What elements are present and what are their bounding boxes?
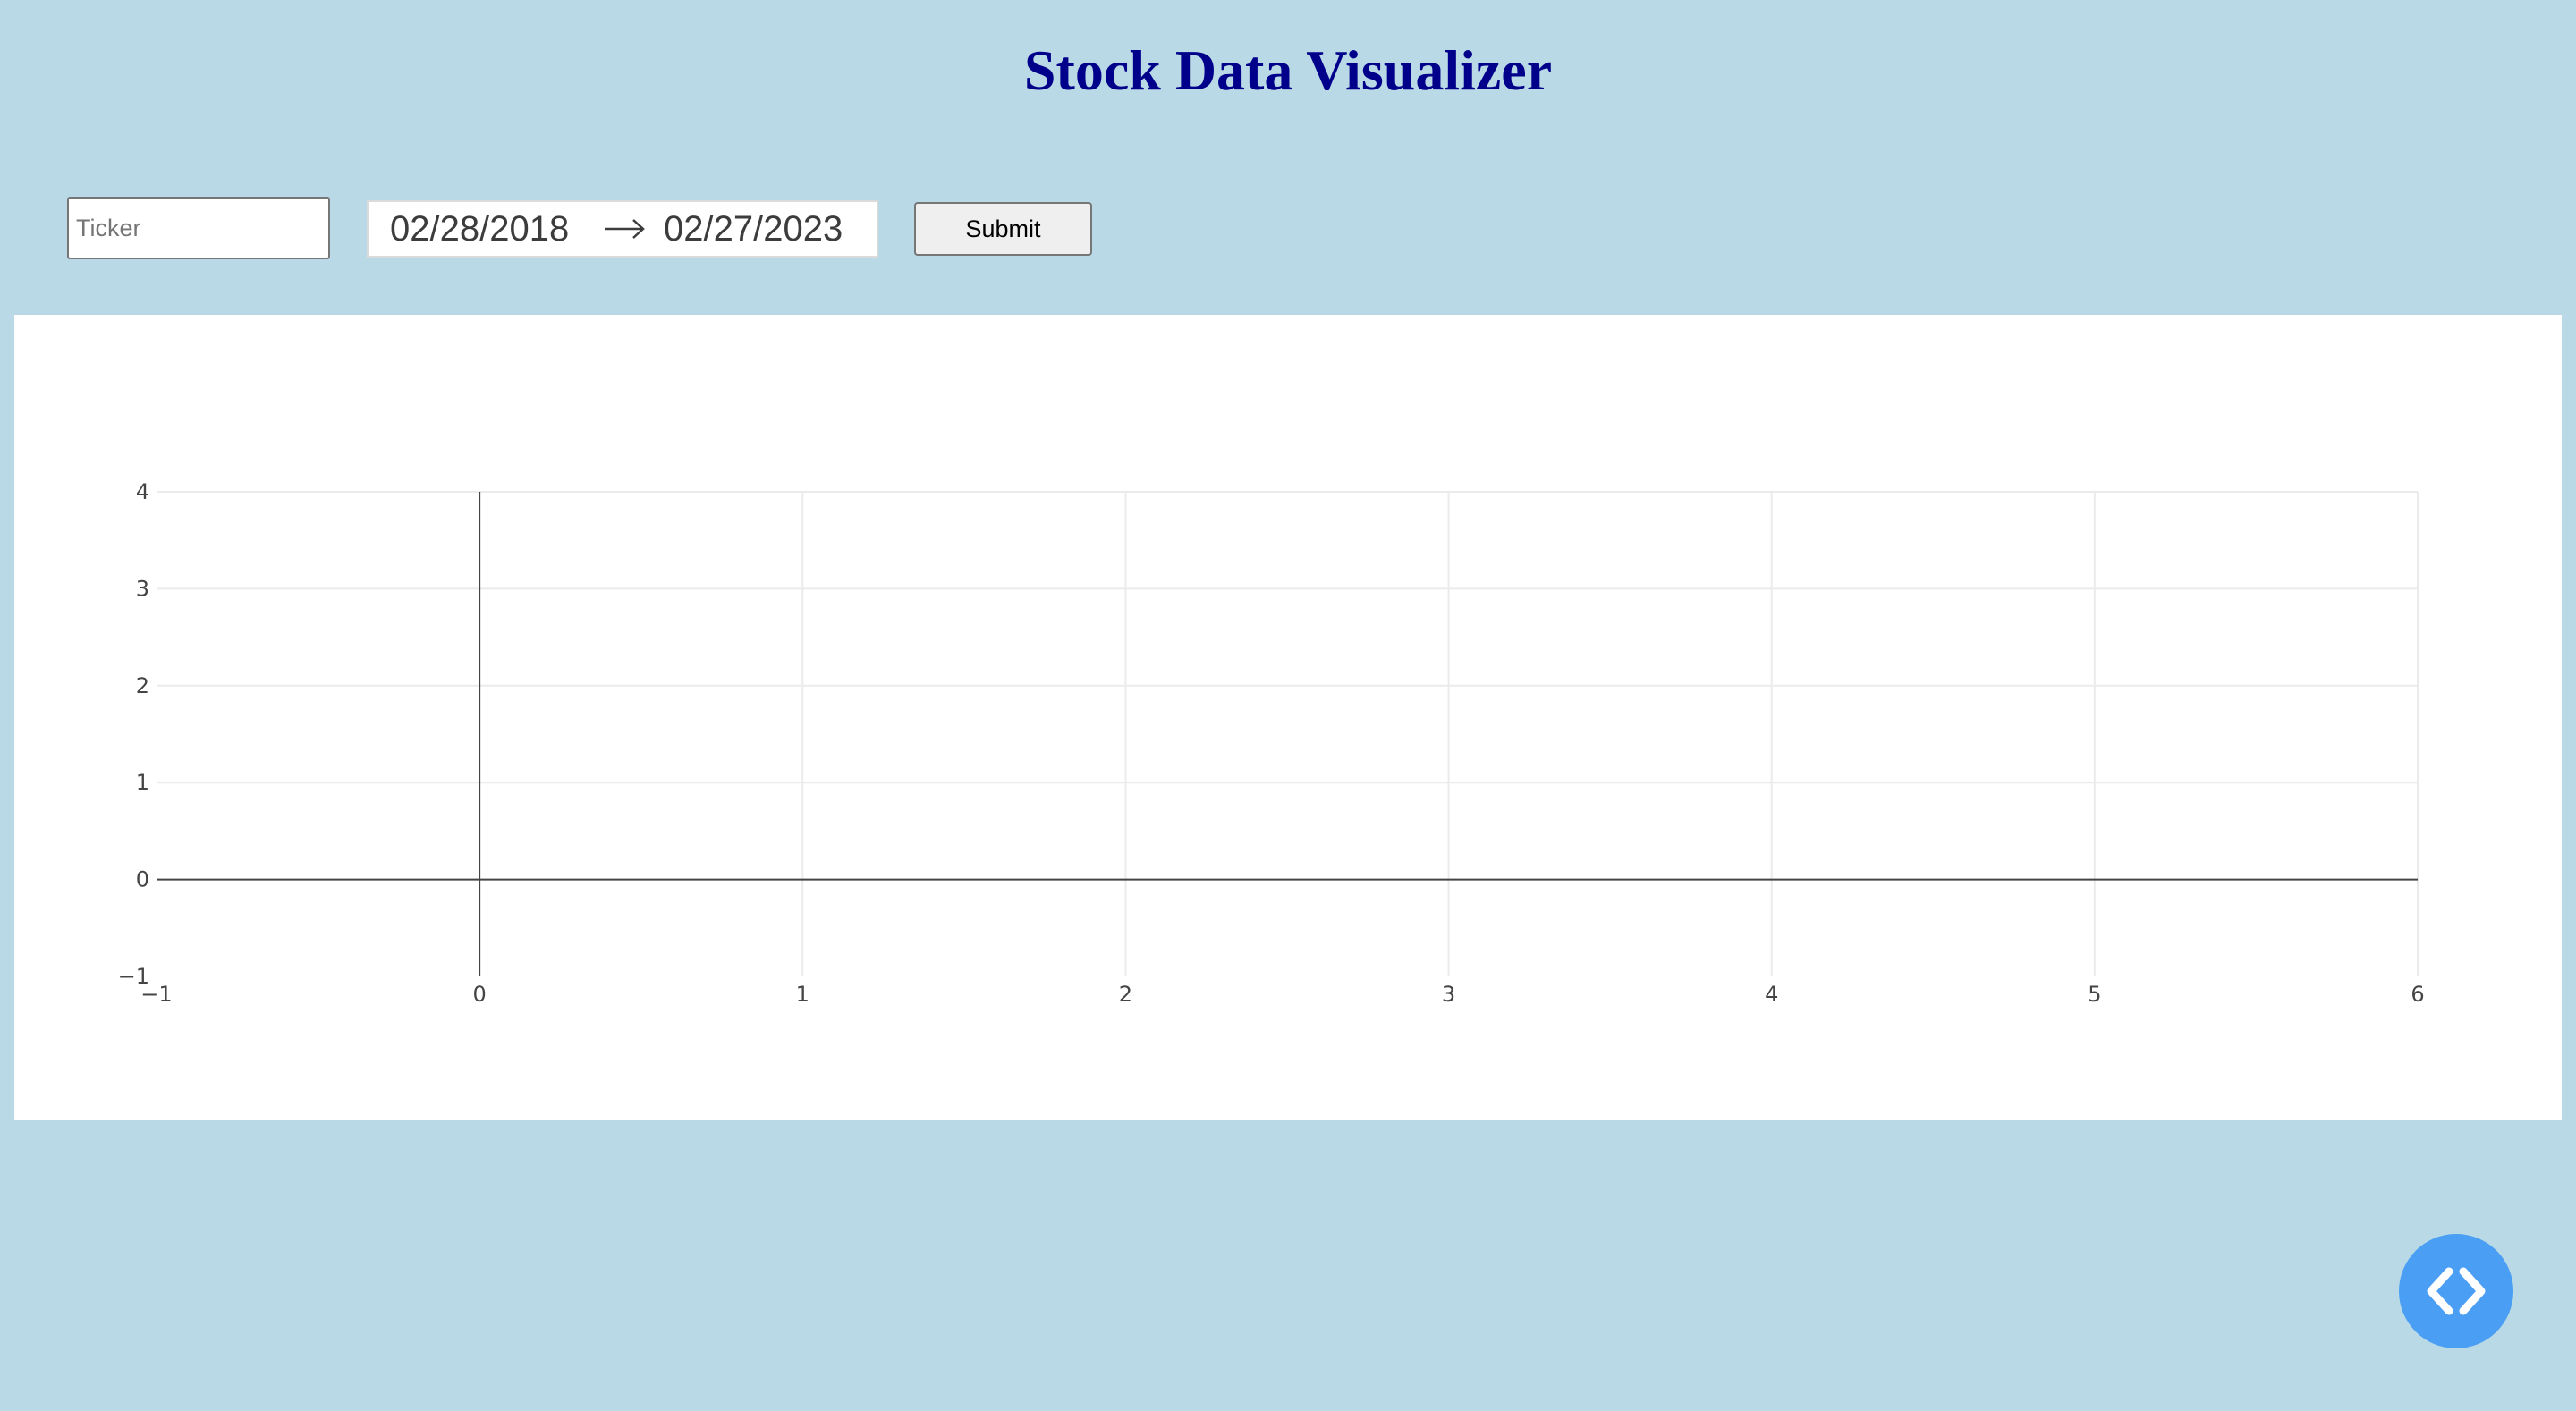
y-tick-label: 0 (136, 867, 149, 892)
y-tick-label: −1 (118, 964, 149, 989)
x-tick-label: 6 (2411, 982, 2424, 1007)
x-tick-label: 2 (1119, 982, 1132, 1007)
code-toggle-button[interactable] (2399, 1234, 2513, 1348)
y-tick-label: 2 (136, 673, 149, 698)
y-tick-label: 3 (136, 576, 149, 601)
date-range-picker: 02/28/2018 02/27/2023 (367, 200, 878, 258)
ticker-input[interactable] (67, 197, 330, 259)
submit-button[interactable]: Submit (914, 202, 1092, 256)
x-tick-label: 5 (2088, 982, 2101, 1007)
x-tick-label: 3 (1442, 982, 1455, 1007)
end-date-input[interactable]: 02/27/2023 (664, 209, 843, 249)
x-tick-label: 4 (1765, 982, 1778, 1007)
x-tick-label: 0 (473, 982, 487, 1007)
stock-chart[interactable]: −1 0 1 2 3 4 5 6 −1 0 1 2 3 4 (14, 315, 2562, 1120)
chart-panel[interactable]: −1 0 1 2 3 4 5 6 −1 0 1 2 3 4 (14, 315, 2562, 1120)
start-date-input[interactable]: 02/28/2018 (390, 209, 570, 249)
arrow-right-icon (605, 219, 645, 239)
code-icon (2427, 1267, 2486, 1315)
y-tick-label: 1 (136, 770, 149, 795)
x-tick-label: 1 (796, 982, 809, 1007)
y-tick-label: 4 (136, 479, 149, 504)
x-tick-label: −1 (140, 982, 172, 1007)
page-title: Stock Data Visualizer (1023, 38, 1553, 102)
